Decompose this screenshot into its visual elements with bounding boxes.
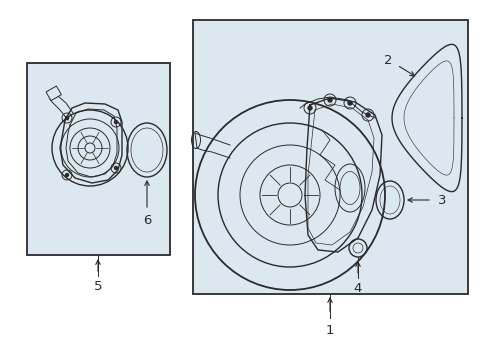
Circle shape <box>308 106 312 110</box>
Circle shape <box>328 98 332 102</box>
Circle shape <box>66 174 69 176</box>
Text: 4: 4 <box>354 282 362 294</box>
Text: 5: 5 <box>94 280 102 293</box>
Text: 1: 1 <box>326 324 334 337</box>
Bar <box>193 20 468 294</box>
Text: 3: 3 <box>438 194 446 207</box>
Circle shape <box>66 117 69 120</box>
Circle shape <box>348 101 352 105</box>
Bar <box>46 86 61 101</box>
Bar <box>27 63 170 255</box>
Text: 6: 6 <box>143 213 151 226</box>
Circle shape <box>115 121 118 123</box>
Circle shape <box>115 166 118 170</box>
Text: 2: 2 <box>384 54 392 67</box>
Circle shape <box>366 113 370 117</box>
